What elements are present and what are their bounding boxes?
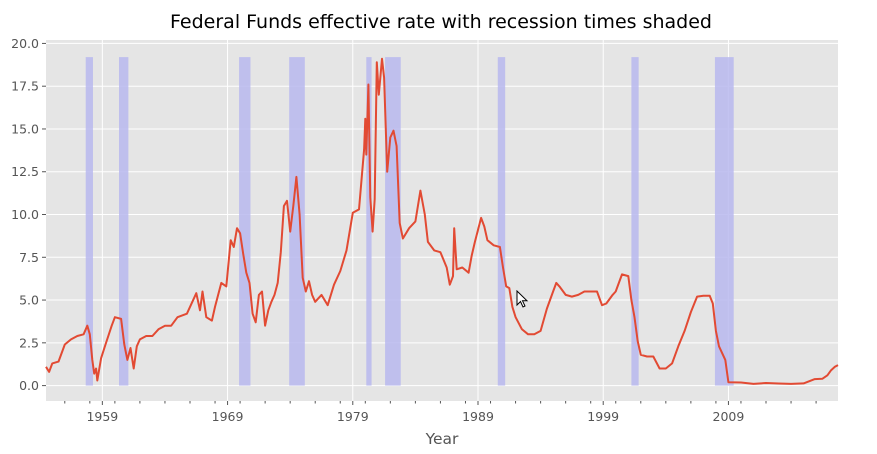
y-tick-label: 20.0 [11, 36, 39, 51]
x-tick-label: 1979 [337, 409, 369, 424]
mouse-pointer-icon [516, 290, 529, 308]
line-series [45, 57, 839, 385]
axis-ticks: 0.0 2.5 5.0 7.5 10.0 12.5 15.0 17.5 20.0 1959 1969… [11, 36, 817, 424]
recession-bands [85, 57, 734, 386]
y-tick-label: 2.5 [19, 335, 39, 350]
chart-title: Federal Funds effective rate with recess… [170, 11, 712, 33]
x-tick-label: 2009 [713, 409, 745, 424]
recession-band [289, 57, 305, 386]
x-axis-label: Year [425, 430, 459, 448]
y-tick-label: 10.0 [11, 207, 39, 222]
x-tick-label: 1989 [462, 409, 494, 424]
x-tick-label: 1969 [212, 409, 244, 424]
recession-band [497, 57, 506, 386]
recession-band [385, 57, 401, 386]
y-tick-label: 5.0 [19, 293, 39, 308]
fed-funds-rate-line [45, 57, 839, 385]
recession-band [714, 57, 734, 386]
x-tick-label: 1999 [587, 409, 619, 424]
recession-band [119, 57, 129, 386]
recession-band [366, 57, 372, 386]
y-tick-label: 12.5 [11, 164, 39, 179]
recession-band [631, 57, 639, 386]
y-tick-label: 15.0 [11, 121, 39, 136]
recession-band [85, 57, 93, 386]
y-tick-label: 17.5 [11, 79, 39, 94]
y-tick-label: 0.0 [19, 378, 39, 393]
plot-background [46, 40, 838, 401]
x-tick-label: 1959 [86, 409, 118, 424]
y-tick-label: 7.5 [19, 250, 39, 265]
recession-band [239, 57, 251, 386]
